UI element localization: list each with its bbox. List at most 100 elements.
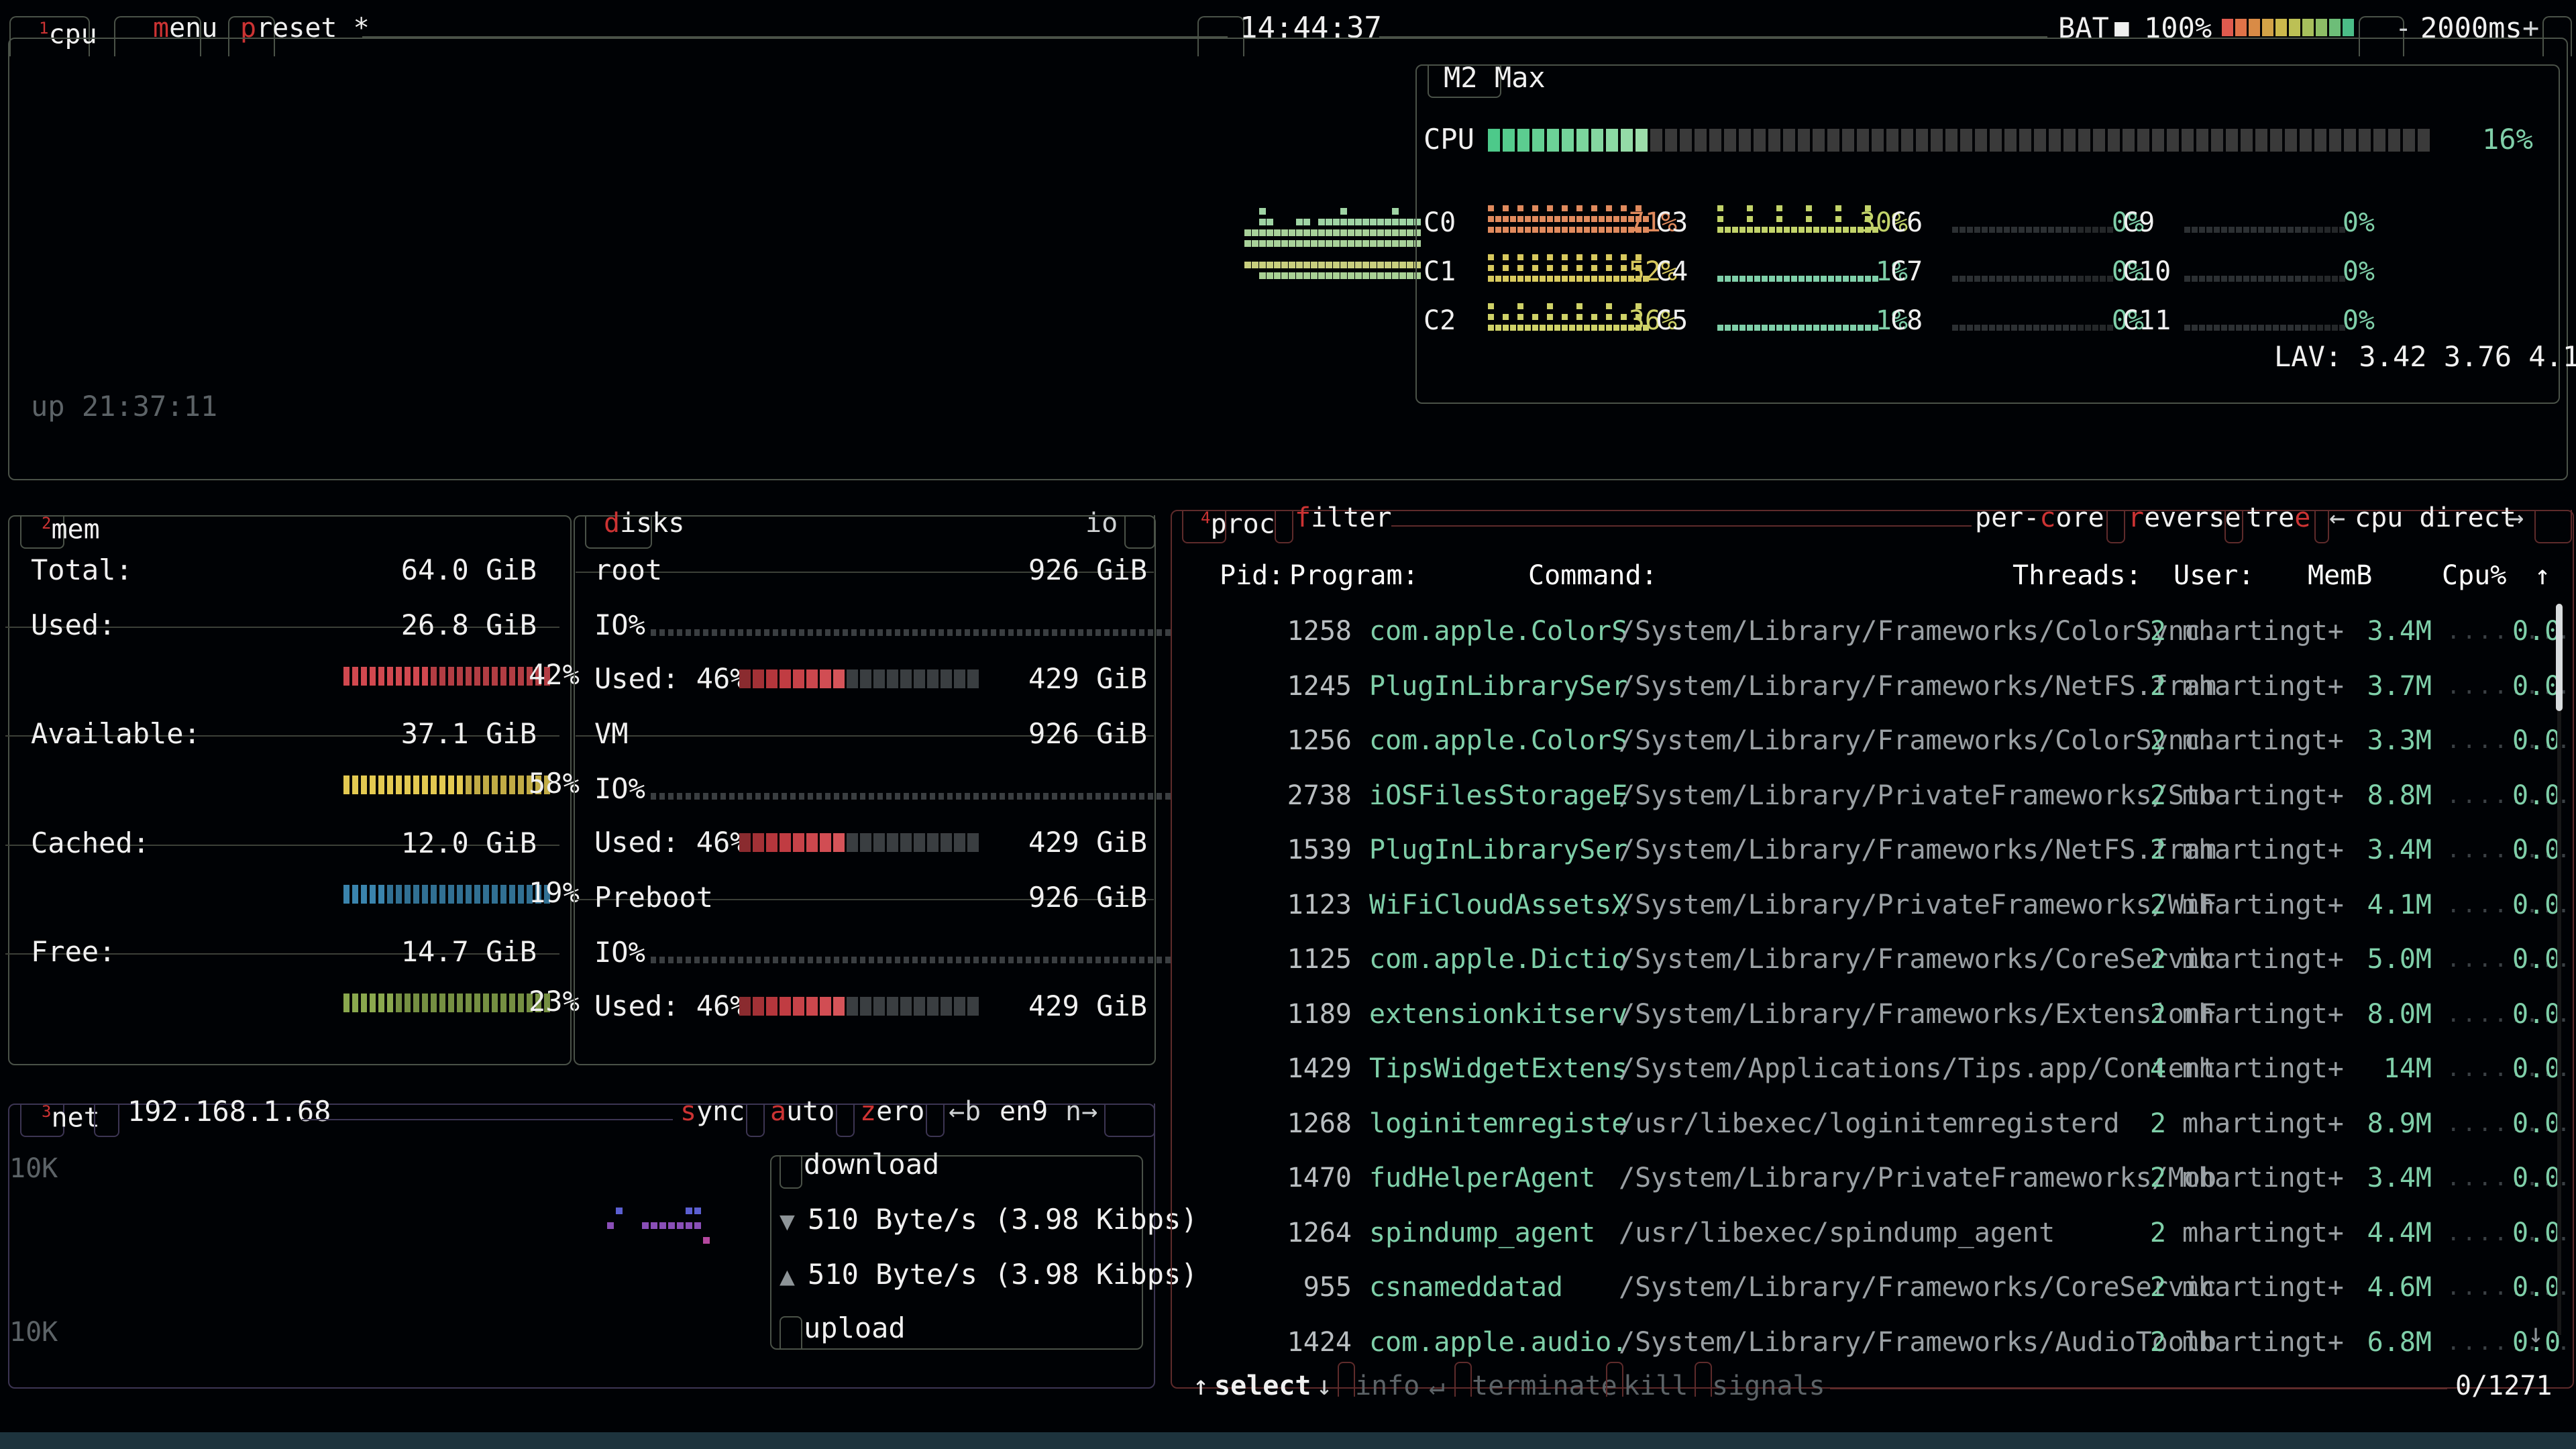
table-row[interactable]: 1123 WiFiCloudAssetsX/System/Library/Priv… — [1171, 877, 2576, 932]
cell-cpu-gauge: ......... — [2447, 1165, 2576, 1191]
cell-mem: 8.9M — [2367, 1108, 2432, 1139]
select-down-icon[interactable]: ↓ — [1316, 1371, 1333, 1401]
col-threads[interactable]: Threads: — [2012, 560, 2142, 591]
cpu-total-label: CPU — [1424, 123, 1474, 156]
col-user[interactable]: User: — [2174, 560, 2255, 591]
update-interval-value: 2000ms — [2420, 11, 2522, 44]
disk-used-value: 429 GiB — [1028, 662, 1147, 695]
kill-label[interactable]: kill — [1623, 1371, 1688, 1401]
table-row[interactable]: 1125 com.apple.Dictio/System/Library/Fram… — [1171, 932, 2576, 987]
cell-mem: 3.4M — [2367, 835, 2432, 865]
preset-button[interactable]: preset * — [240, 13, 370, 44]
col-command[interactable]: Command: — [1528, 560, 1658, 591]
tab-net[interactable]: 3net — [42, 1098, 100, 1131]
cell-command: /usr/libexec/loginitemregisterd — [1619, 1108, 2120, 1139]
disk-name: VM — [594, 717, 629, 750]
proc-scroll-track[interactable] — [2557, 604, 2561, 1335]
cpu-core-percent: 0% — [2342, 207, 2375, 238]
net-iface-prev-button[interactable]: ←b — [949, 1096, 981, 1127]
cell-program: iOSFilesStorageE — [1369, 780, 1628, 811]
table-row[interactable]: 1264 spindump_agent/usr/libexec/spindump_… — [1171, 1205, 2576, 1260]
cell-mem: 3.4M — [2367, 1163, 2432, 1193]
disk-used-value: 429 GiB — [1028, 826, 1147, 859]
interval-stub-right — [2542, 16, 2572, 56]
cell-pid: 1268 — [1287, 1108, 1352, 1139]
sort-prev-button[interactable]: ← — [2329, 502, 2346, 533]
disk-io-label: IO% — [594, 608, 645, 641]
menu-tab-stub — [114, 16, 201, 56]
terminate-label[interactable]: terminate — [1472, 1371, 1617, 1401]
mem-row-label: Free: — [31, 935, 116, 968]
cell-mem: 5.0M — [2367, 944, 2432, 975]
info-label[interactable]: info — [1355, 1371, 1420, 1401]
cell-cpu: 0.0 — [2512, 1217, 2561, 1248]
col-pid[interactable]: Pid: — [1220, 560, 1285, 591]
cell-cpu-gauge: ......... — [2447, 1055, 2576, 1082]
col-program[interactable]: Program: — [1289, 560, 1419, 591]
cell-threads: 2 — [2149, 998, 2166, 1030]
disk-total: 926 GiB — [1028, 553, 1147, 586]
proc-scrollbar[interactable] — [2556, 604, 2563, 711]
tab-cpu[interactable]: 1cpu — [39, 15, 97, 48]
mem-row-divider — [5, 627, 559, 628]
interval-decrease-button[interactable]: - — [2395, 11, 2412, 44]
col-memb[interactable]: MemB — [2308, 560, 2373, 591]
cell-program: PlugInLibrarySer — [1369, 670, 1628, 702]
table-row[interactable]: 1539 PlugInLibrarySer/System/Library/Fram… — [1171, 822, 2576, 877]
filter-stub — [1275, 510, 1293, 543]
signals-label[interactable]: signals — [1712, 1371, 1825, 1401]
net-zero-toggle[interactable]: zero — [860, 1096, 925, 1127]
disk-io-gauge — [651, 793, 1171, 800]
cell-user: mhartingt+ — [2182, 835, 2344, 865]
mem-row-gauge — [343, 775, 550, 794]
top-menu-bar: 1cpu menu preset * 14:44:37 BAT ■ 100% - — [0, 0, 2576, 60]
proc-counter: 0/1271 — [2455, 1371, 2553, 1401]
net-stub-d — [1104, 1104, 1155, 1137]
percore-toggle[interactable]: per-core — [1975, 502, 2104, 533]
desktop-taskbar — [0, 1432, 2576, 1449]
disk-used-label: Used: 46% — [594, 989, 747, 1022]
net-sync-toggle[interactable]: sync — [680, 1096, 745, 1127]
table-row[interactable]: 955 csnameddatad/System/Library/Framework… — [1171, 1260, 2576, 1315]
filter-input[interactable]: filter — [1295, 502, 1392, 533]
disks-io-toggle[interactable]: io — [1085, 508, 1118, 539]
menu-button[interactable]: menu — [153, 13, 218, 44]
proc-scroll-down-icon[interactable]: ↓ — [2528, 1318, 2544, 1349]
tab-mem[interactable]: 2mem — [42, 510, 100, 543]
table-row[interactable]: 2738 iOSFilesStorageE/System/Library/Priv… — [1171, 768, 2576, 823]
select-up-icon[interactable]: ↑ — [1193, 1371, 1210, 1401]
sort-next-button[interactable]: → — [2508, 502, 2524, 533]
table-row[interactable]: 1256 com.apple.ColorS/System/Library/Fram… — [1171, 713, 2576, 768]
table-row[interactable]: 1258 com.apple.ColorS/System/Library/Fram… — [1171, 604, 2576, 659]
proc-stub-d — [2534, 510, 2572, 543]
table-row[interactable]: 1424 com.apple.audio./System/Library/Fram… — [1171, 1315, 2576, 1370]
battery-meter — [2222, 19, 2354, 36]
net-iface-next-button[interactable]: n→ — [1065, 1096, 1098, 1127]
cell-pid: 1539 — [1287, 835, 1352, 865]
cell-cpu: 0.0 — [2512, 889, 2561, 920]
table-row[interactable]: 1189 extensionkitserv/System/Library/Fram… — [1171, 987, 2576, 1042]
cpu-core-percent: 1% — [1875, 256, 1908, 287]
mem-panel — [8, 515, 572, 1065]
table-row[interactable]: 1245 PlugInLibrarySer/System/Library/Fram… — [1171, 659, 2576, 714]
cell-mem: 14M — [2383, 1053, 2432, 1084]
net-auto-toggle[interactable]: auto — [770, 1096, 835, 1127]
mem-tab-label: mem — [51, 514, 100, 545]
net-addr-stub — [94, 1104, 119, 1137]
table-row[interactable]: 1429 TipsWidgetExtens/System/Applications… — [1171, 1041, 2576, 1096]
tree-toggle[interactable]: tree — [2246, 502, 2311, 533]
table-row[interactable]: 1268 loginitemregiste/usr/libexec/loginit… — [1171, 1096, 2576, 1151]
cpu-core-percent: 0% — [2111, 305, 2144, 336]
cell-program: com.apple.ColorS — [1369, 725, 1628, 756]
tab-proc[interactable]: 4proc — [1201, 504, 1275, 537]
interval-increase-button[interactable]: + — [2522, 11, 2540, 44]
cell-command: /System/Library/Frameworks/ColorSync. — [1619, 616, 2217, 647]
tab-disks[interactable]: disks — [604, 508, 685, 539]
cpu-core-label: C0 — [1424, 207, 1456, 238]
cell-cpu-gauge: ......... — [2447, 946, 2576, 973]
proc-tab-stub — [1182, 510, 1226, 543]
table-row[interactable]: 1470 fudHelperAgent/System/Library/Privat… — [1171, 1150, 2576, 1205]
col-cpu[interactable]: Cpu% — [2442, 560, 2507, 591]
cpu-core-label: C5 — [1656, 305, 1688, 336]
